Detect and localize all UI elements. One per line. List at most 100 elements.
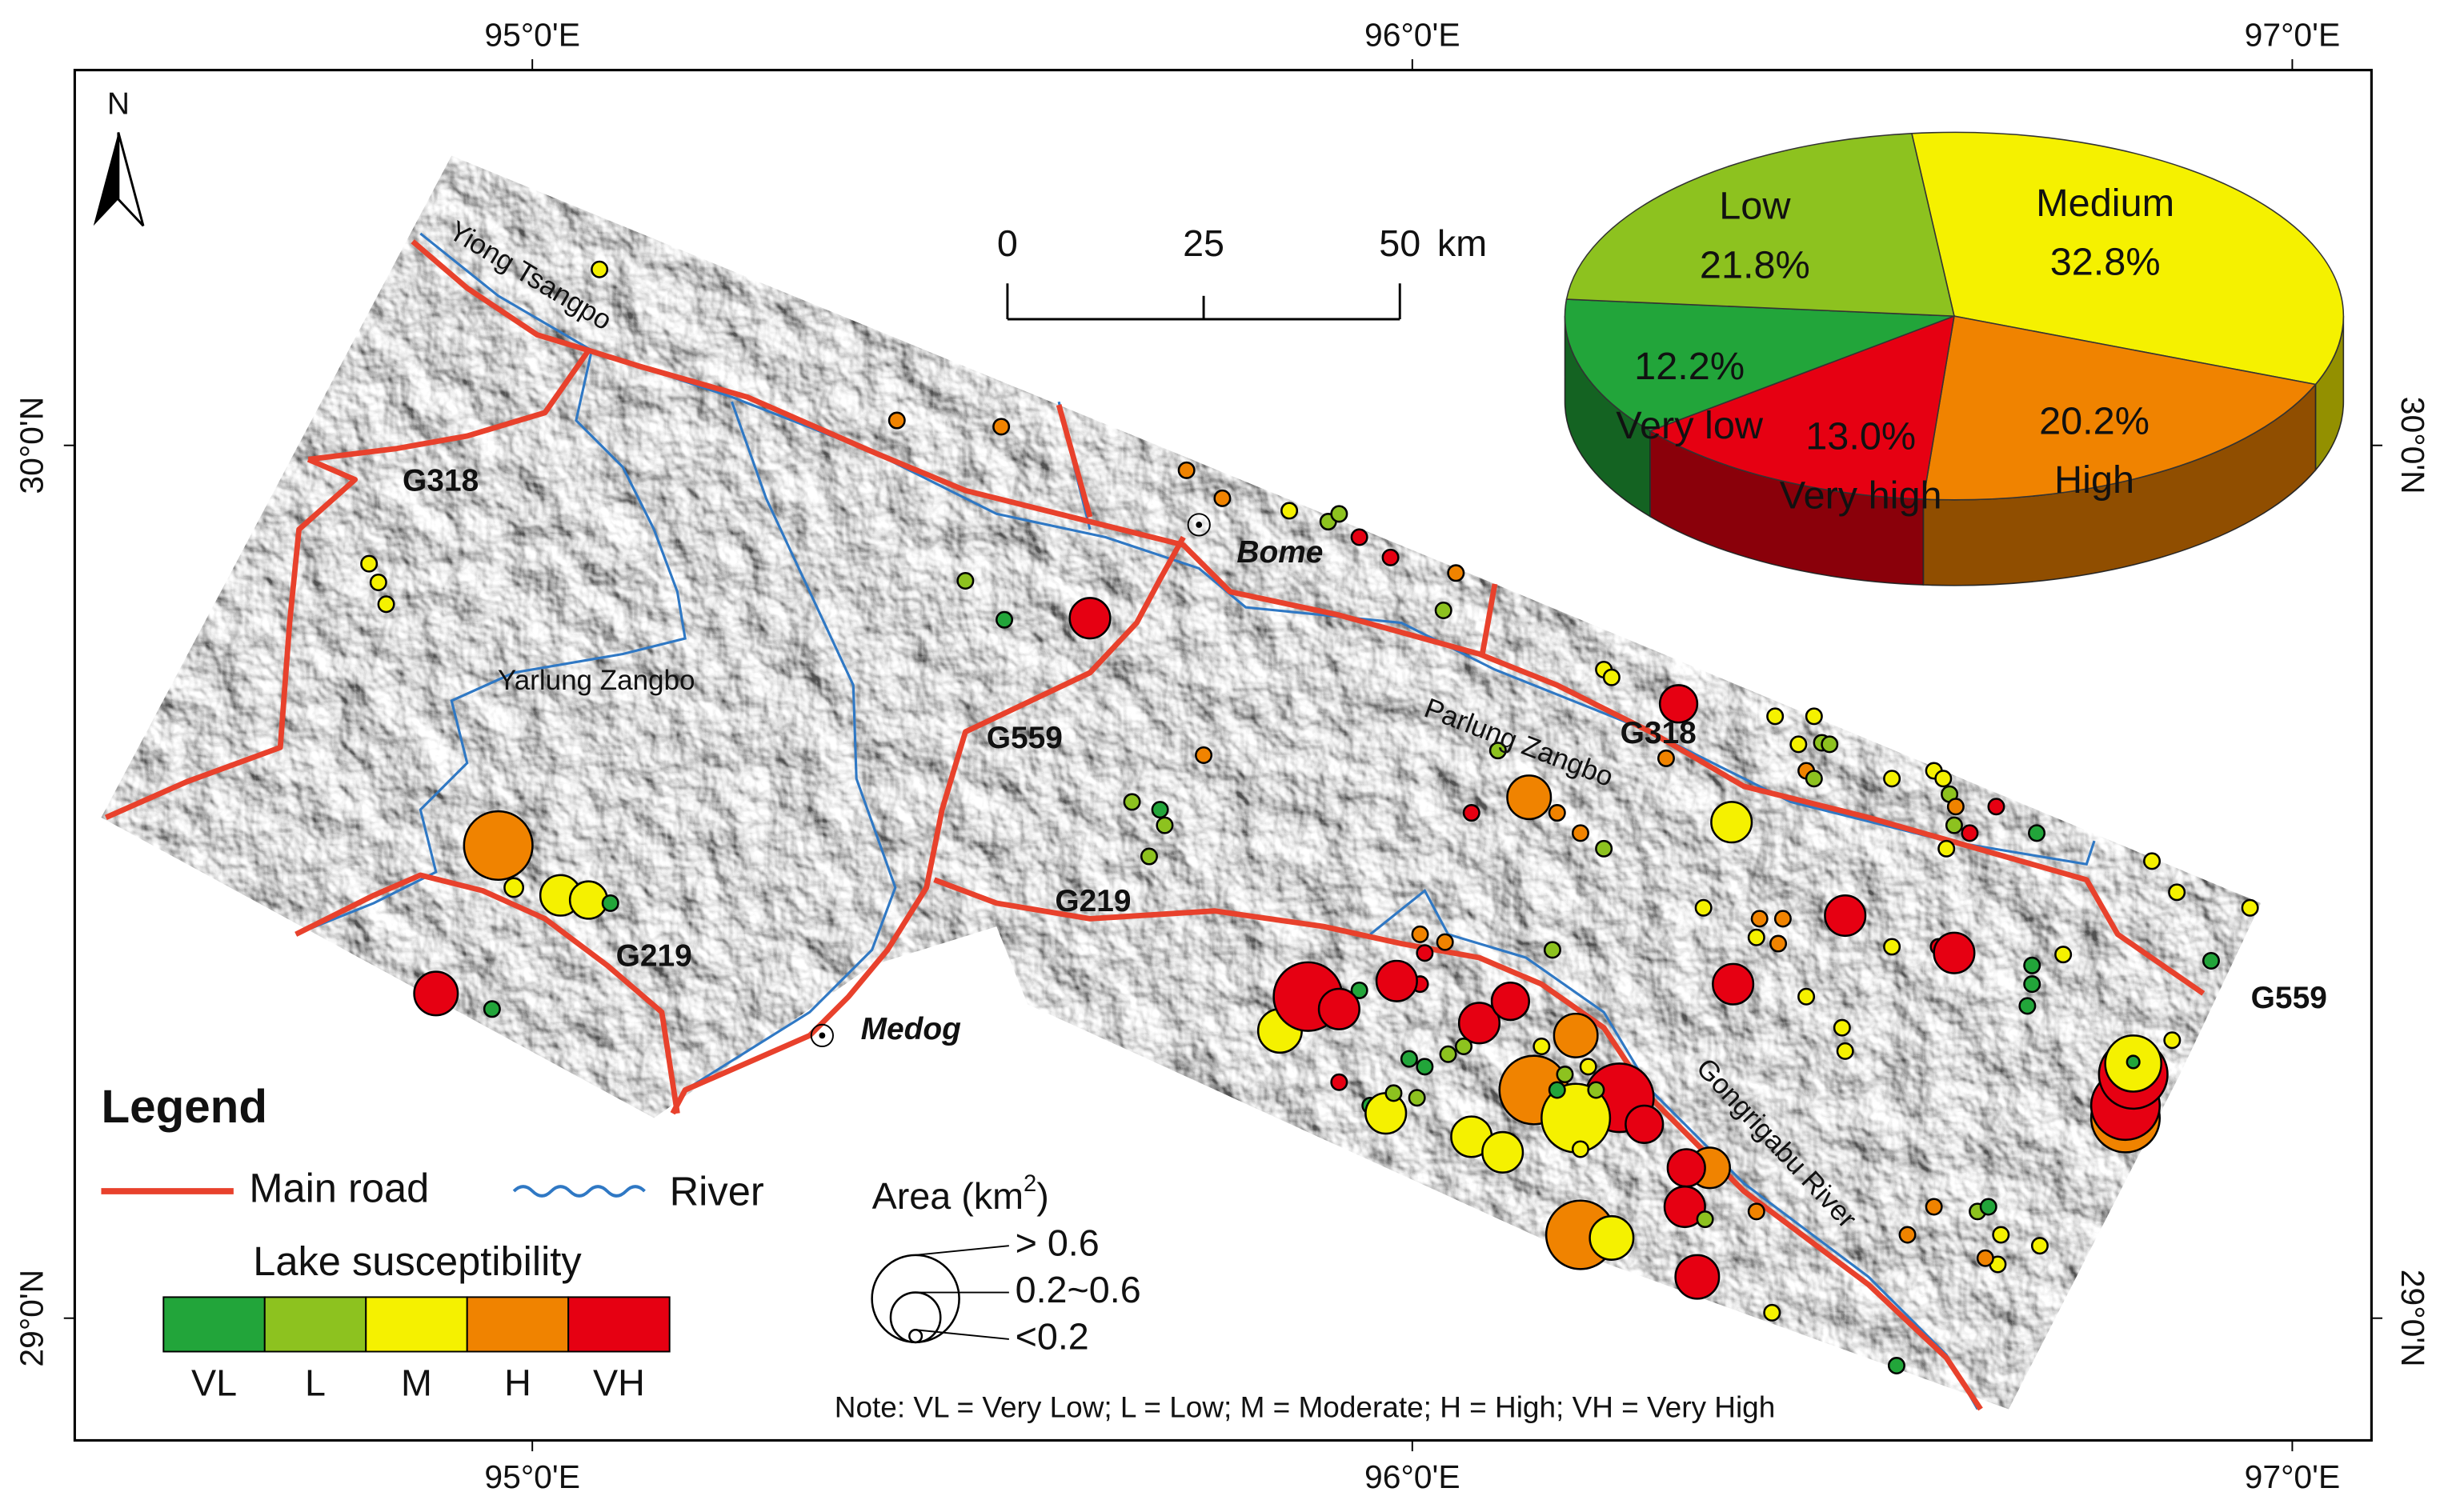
lake	[1481, 1130, 1524, 1174]
pie-side-shade	[1923, 384, 2316, 586]
lake	[1543, 941, 1561, 959]
lake	[1548, 1081, 1566, 1099]
lake	[1350, 528, 1368, 546]
lake	[1836, 1042, 1854, 1060]
lake	[1769, 934, 1788, 953]
lake	[956, 572, 975, 590]
town-marker	[1196, 522, 1203, 528]
lake	[2023, 975, 2041, 994]
lake	[1657, 749, 1675, 767]
lake	[1805, 707, 1823, 726]
lake	[1384, 1084, 1403, 1102]
river	[1369, 888, 1979, 1410]
pie-side-shade	[2315, 316, 2344, 470]
lake	[1330, 1073, 1348, 1091]
lake	[1674, 1254, 1721, 1300]
lake	[1447, 564, 1465, 582]
lake	[377, 595, 395, 614]
lake	[1824, 894, 1867, 938]
road	[411, 239, 2206, 996]
lake	[1747, 928, 1765, 946]
legend-river	[512, 1185, 646, 1198]
note: Note: VL = Very Low; L = Low; M = Modera…	[835, 1390, 1776, 1423]
lake	[1462, 804, 1480, 822]
pie-value-label: 21.8%	[1700, 244, 1810, 287]
lake	[1694, 898, 1713, 917]
lake	[1710, 801, 1753, 844]
pie-label: Medium	[2036, 182, 2174, 225]
legend-class-label: M	[401, 1362, 432, 1404]
lake	[1937, 839, 1956, 858]
pie-label: Low	[1719, 185, 1791, 228]
lake	[1317, 987, 1360, 1030]
north-arrow	[117, 132, 145, 227]
road	[1056, 404, 1093, 518]
lake	[1434, 602, 1452, 620]
lake	[1976, 1249, 1994, 1267]
lake	[1156, 816, 1174, 834]
lake	[1587, 1081, 1605, 1099]
road-label: G318	[403, 464, 479, 498]
lake	[1883, 938, 1901, 956]
lake	[1068, 597, 1112, 640]
lake	[1766, 707, 1785, 726]
legend-swatch	[567, 1296, 671, 1353]
area-leader	[916, 1329, 1009, 1340]
pie-side-shade	[1565, 316, 1651, 517]
lake	[413, 970, 459, 1017]
lake	[2023, 956, 2041, 974]
lake	[591, 260, 609, 278]
lake	[463, 810, 534, 882]
lake	[2030, 1237, 2049, 1255]
area-title: Area (km2)	[872, 1171, 1049, 1217]
river	[684, 401, 897, 1091]
town-label: Bome	[1236, 535, 1323, 570]
lake	[1457, 1002, 1501, 1045]
lake	[1712, 962, 1755, 1006]
lake	[1400, 1050, 1418, 1068]
lake	[1455, 1038, 1473, 1056]
lake	[1123, 793, 1141, 811]
legend-swatch	[263, 1296, 367, 1353]
lake	[1747, 1202, 1765, 1221]
lake	[1805, 770, 1823, 788]
road-label: G318	[1621, 716, 1697, 750]
lat-label: 29°0'N	[2394, 1270, 2431, 1367]
lake	[2125, 1054, 2141, 1070]
lake	[369, 573, 387, 591]
lake	[1883, 770, 1901, 788]
river	[295, 350, 687, 936]
road	[294, 872, 680, 1114]
lake	[1773, 910, 1792, 928]
lake	[1488, 742, 1507, 760]
lake	[1797, 987, 1816, 1006]
legend-label: Main road	[249, 1165, 429, 1210]
lon-label: 96°0'E	[1364, 17, 1460, 54]
town-marker	[819, 1032, 826, 1039]
lake	[1979, 1198, 1997, 1216]
lake	[1490, 981, 1530, 1022]
lake	[1821, 735, 1839, 754]
lake	[568, 880, 609, 920]
area-leader	[916, 1245, 1009, 1256]
map-frame	[73, 69, 2373, 1442]
lake	[1381, 548, 1400, 566]
lake	[1579, 1058, 1597, 1076]
pie-slice	[1649, 314, 1955, 500]
lake	[1375, 959, 1418, 1002]
lake	[1666, 1148, 1706, 1188]
area-title-sup: 2	[1024, 1171, 1036, 1197]
pie-label: High	[2054, 458, 2134, 502]
north-arrow	[93, 132, 118, 226]
lake	[1945, 816, 1963, 834]
road-label: G219	[1055, 884, 1131, 918]
lake	[1571, 824, 1589, 842]
lake	[992, 418, 1011, 436]
lake	[1506, 774, 1553, 821]
lake	[1556, 1066, 1574, 1084]
lake	[483, 1000, 501, 1018]
lon-label: 97°0'E	[2245, 17, 2341, 54]
lake	[1350, 981, 1368, 999]
lat-label: 29°0'N	[14, 1270, 50, 1367]
lake	[996, 610, 1014, 629]
